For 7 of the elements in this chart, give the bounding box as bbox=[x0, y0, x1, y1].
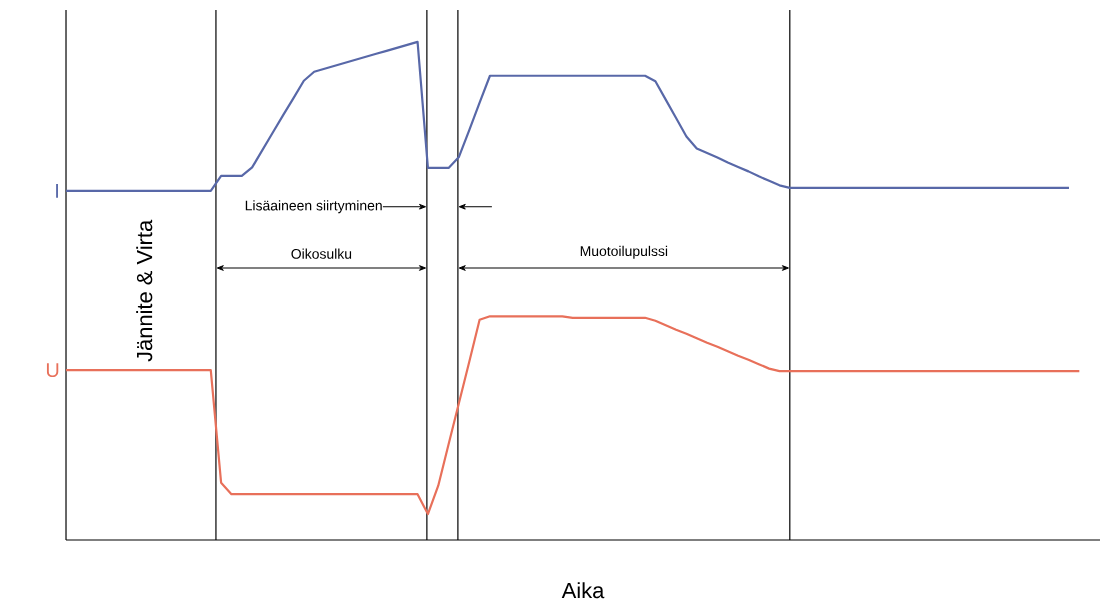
annotation: Oikosulku bbox=[291, 248, 352, 259]
annotation: Lisäaineen siirtyminen bbox=[245, 200, 382, 214]
x-axis-title: Aika bbox=[561, 582, 605, 599]
series-label: U bbox=[46, 363, 59, 378]
series-label: I bbox=[56, 183, 58, 198]
annotation: Muotoilupulssi bbox=[580, 245, 668, 259]
y-axis-title: Jännite & Virta bbox=[136, 219, 153, 362]
